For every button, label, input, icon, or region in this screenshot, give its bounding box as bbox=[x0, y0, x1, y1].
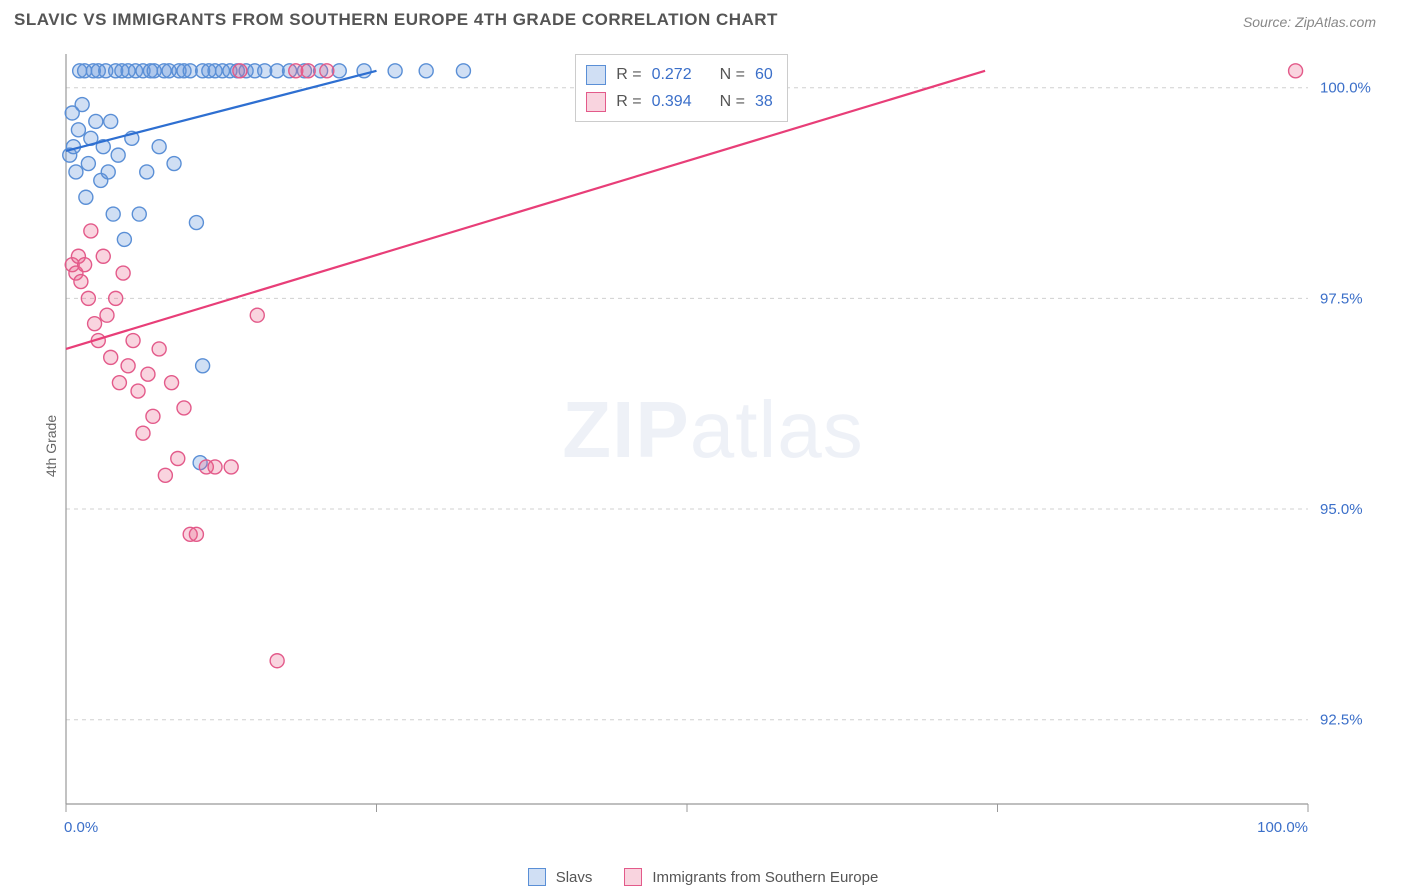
data-point bbox=[81, 291, 95, 305]
data-point bbox=[233, 64, 247, 78]
data-point bbox=[111, 148, 125, 162]
legend-swatch-slavs bbox=[528, 868, 546, 886]
data-point bbox=[131, 384, 145, 398]
trend-line bbox=[66, 71, 377, 151]
data-point bbox=[1289, 64, 1303, 78]
y-tick-label: 97.5% bbox=[1320, 290, 1363, 307]
source-label: Source: ZipAtlas.com bbox=[1243, 14, 1376, 30]
data-point bbox=[101, 165, 115, 179]
data-point bbox=[81, 157, 95, 171]
data-point bbox=[96, 249, 110, 263]
data-point bbox=[141, 367, 155, 381]
stats-swatch bbox=[586, 92, 606, 112]
data-point bbox=[69, 165, 83, 179]
x-tick-label: 0.0% bbox=[64, 819, 98, 836]
data-point bbox=[177, 401, 191, 415]
data-point bbox=[270, 654, 284, 668]
y-tick-label: 92.5% bbox=[1320, 712, 1363, 729]
data-point bbox=[116, 266, 130, 280]
stats-r-value: 0.394 bbox=[652, 88, 692, 115]
chart-svg: 92.5% 95.0% 97.5% 100.0% 0.0% 100.0% bbox=[58, 40, 1386, 852]
data-point bbox=[112, 376, 126, 390]
stats-n-label: N = bbox=[720, 61, 745, 88]
legend-swatch-south-europe bbox=[624, 868, 642, 886]
data-point bbox=[132, 207, 146, 221]
data-point bbox=[224, 460, 238, 474]
legend-label-south-europe: Immigrants from Southern Europe bbox=[652, 869, 878, 886]
data-point bbox=[121, 359, 135, 373]
data-point bbox=[152, 140, 166, 154]
data-point bbox=[456, 64, 470, 78]
stats-r-label: R = bbox=[616, 61, 641, 88]
data-point bbox=[250, 308, 264, 322]
data-point bbox=[75, 98, 89, 112]
data-point bbox=[84, 224, 98, 238]
data-point bbox=[74, 275, 88, 289]
stats-r-label: R = bbox=[616, 88, 641, 115]
data-point bbox=[136, 426, 150, 440]
data-point bbox=[419, 64, 433, 78]
legend-label-slavs: Slavs bbox=[556, 869, 593, 886]
stats-row: R = 0.394 N = 38 bbox=[586, 88, 773, 115]
data-point bbox=[117, 232, 131, 246]
data-point bbox=[189, 216, 203, 230]
data-point bbox=[140, 165, 154, 179]
x-tick-label: 100.0% bbox=[1257, 819, 1308, 836]
y-tick-label: 95.0% bbox=[1320, 501, 1363, 518]
data-point bbox=[104, 350, 118, 364]
data-point bbox=[165, 376, 179, 390]
data-point bbox=[78, 258, 92, 272]
stats-swatch bbox=[586, 65, 606, 85]
y-axis-label: 4th Grade bbox=[43, 415, 59, 477]
stats-legend-box: R = 0.272 N = 60 R = 0.394 N = 38 bbox=[575, 54, 788, 122]
data-point bbox=[71, 123, 85, 137]
data-point bbox=[100, 308, 114, 322]
data-point bbox=[146, 409, 160, 423]
bottom-legend: Slavs Immigrants from Southern Europe bbox=[0, 868, 1406, 886]
data-point bbox=[320, 64, 334, 78]
data-point bbox=[189, 527, 203, 541]
y-tick-label: 100.0% bbox=[1320, 80, 1371, 97]
data-point bbox=[104, 114, 118, 128]
trend-line bbox=[66, 71, 985, 349]
data-point bbox=[301, 64, 315, 78]
data-point bbox=[208, 460, 222, 474]
plot-area: 4th Grade 92.5% 95.0% 97.5% 100.0% 0.0% 100.0… bbox=[40, 40, 1386, 852]
stats-n-value: 60 bbox=[755, 61, 773, 88]
data-point bbox=[79, 190, 93, 204]
stats-n-value: 38 bbox=[755, 88, 773, 115]
data-point bbox=[152, 342, 166, 356]
chart-title: SLAVIC VS IMMIGRANTS FROM SOUTHERN EUROP… bbox=[14, 10, 778, 30]
data-point bbox=[126, 334, 140, 348]
data-point bbox=[167, 157, 181, 171]
stats-n-label: N = bbox=[720, 88, 745, 115]
data-point bbox=[89, 114, 103, 128]
data-point bbox=[109, 291, 123, 305]
data-point bbox=[196, 359, 210, 373]
stats-r-value: 0.272 bbox=[652, 61, 692, 88]
data-point bbox=[106, 207, 120, 221]
header: SLAVIC VS IMMIGRANTS FROM SOUTHERN EUROP… bbox=[0, 0, 1406, 36]
data-point bbox=[171, 451, 185, 465]
data-point bbox=[158, 468, 172, 482]
data-point bbox=[88, 317, 102, 331]
data-point bbox=[388, 64, 402, 78]
stats-row: R = 0.272 N = 60 bbox=[586, 61, 773, 88]
